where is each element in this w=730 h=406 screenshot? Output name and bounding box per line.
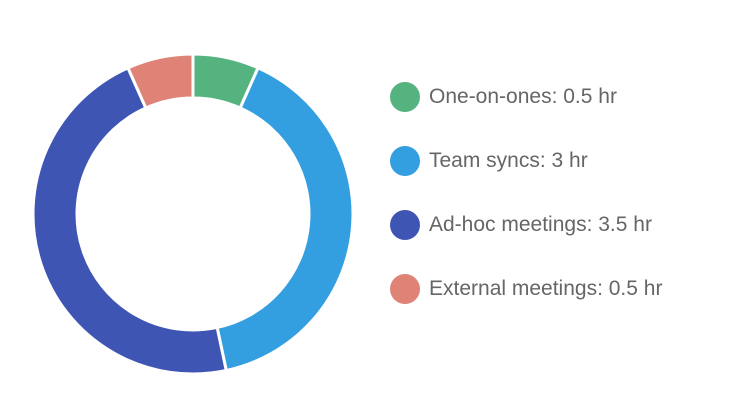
donut-slice-team-syncs[interactable]: [215, 66, 355, 373]
legend: One-on-ones: 0.5 hr Team syncs: 3 hr Ad-…: [390, 78, 720, 334]
legend-swatch: [390, 82, 420, 112]
donut-slice-ad-hoc-meetings[interactable]: [31, 66, 228, 376]
legend-swatch: [390, 274, 420, 304]
legend-item-team-syncs[interactable]: Team syncs: 3 hr: [390, 142, 720, 180]
legend-item-ad-hoc-meetings[interactable]: Ad-hoc meetings: 3.5 hr: [390, 206, 720, 244]
legend-swatch: [390, 210, 420, 240]
legend-label: External meetings: 0.5 hr: [429, 277, 663, 300]
legend-label: One-on-ones: 0.5 hr: [429, 85, 617, 108]
legend-item-external-meetings[interactable]: External meetings: 0.5 hr: [390, 270, 720, 308]
legend-label: Team syncs: 3 hr: [429, 149, 588, 172]
legend-label: Ad-hoc meetings: 3.5 hr: [429, 213, 652, 236]
legend-swatch: [390, 146, 420, 176]
legend-item-one-on-ones[interactable]: One-on-ones: 0.5 hr: [390, 78, 720, 116]
donut-plot: [31, 52, 355, 376]
donut-slice-external-meetings[interactable]: [126, 52, 195, 110]
